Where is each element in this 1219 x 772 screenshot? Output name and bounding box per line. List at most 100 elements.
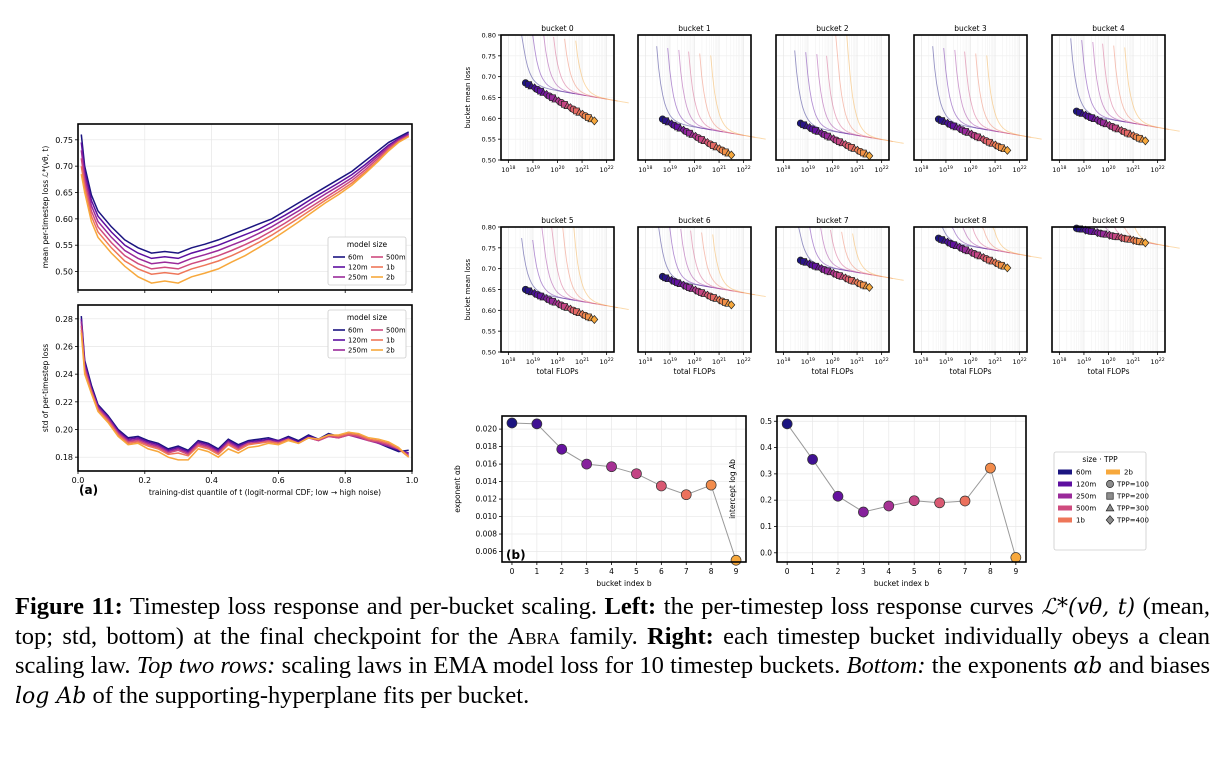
std-loss-chart-ytick-label: 0.22 [55, 398, 73, 407]
mean-loss-chart-series-60m [80, 131, 410, 254]
bucket-panel-8-frontier-2b [992, 226, 1042, 259]
caption-family: Abra [507, 623, 561, 650]
bucket-panel-9-xlabel: total FLOPs [1088, 367, 1130, 376]
mean-loss-chart-series-500m [80, 134, 410, 270]
figure-caption: Figure 11: Timestep loss response and pe… [15, 592, 1210, 711]
bucket-panel-0-xtick-label: 1022 [600, 165, 614, 174]
bucket-panel-6-frontier-250m [680, 228, 734, 292]
size-tpp-legend-marker-triangle [1105, 503, 1115, 512]
bucket-panel-5-ytick-label: 0.50 [482, 349, 496, 357]
bucket-panel-5-frontier-500m [551, 226, 607, 307]
bucket-panel-3-point [1003, 145, 1012, 155]
size-tpp-legend-swatch-60m [1058, 469, 1072, 475]
bucket-panel-5-title: bucket 5 [541, 216, 574, 225]
exponent-chart-xtick-label: 4 [609, 567, 614, 576]
bucket-panel-2-xtick-label: 1019 [801, 165, 815, 174]
size-tpp-legend-label-120m: 120m [1076, 481, 1096, 489]
bucket-panel-0-xtick-label: 1021 [575, 165, 589, 174]
bucket-panel-2-frontier-120m [805, 52, 861, 137]
bucket-panel-3-frontier-60m [932, 46, 988, 131]
exponent-chart-xtick-label: 0 [510, 567, 515, 576]
std-loss-chart-ytick-label: 0.24 [55, 370, 73, 379]
caption-bottom-text-3: of the supporting-hyperplane fits per bu… [92, 682, 530, 709]
size-tpp-legend-label-tpp2: TPP=200 [1116, 493, 1149, 501]
caption-label: Figure 11: [15, 593, 123, 620]
bucket-panel-5-ytick-label: 0.60 [482, 307, 496, 315]
std-loss-chart-ytick-label: 0.18 [55, 453, 73, 462]
bucket-panel-2-frontier-2b [846, 34, 904, 144]
mean-loss-chart-legend-label-500m: 500m [386, 254, 406, 262]
bucket-panel-6-frontier-500m [690, 230, 744, 294]
bucket-panel-0-frontier-250m [543, 35, 597, 98]
bucket-panel-3-frontier-2b [986, 55, 1042, 140]
bucket-panel-5-frontier-250m [541, 226, 597, 305]
exponent-chart-panel-label: (b) [506, 548, 526, 562]
bucket-panel-1-xtick-label: 1022 [737, 165, 751, 174]
std-loss-chart-series-1b [80, 329, 410, 458]
bucket-panel-1-title: bucket 1 [678, 24, 711, 33]
size-tpp-legend-label-1b: 1b [1076, 517, 1085, 525]
mean-loss-chart-ytick-label: 0.60 [55, 215, 73, 224]
bucket-panel-6-xlabel: total FLOPs [674, 367, 716, 376]
std-loss-chart-series-500m [80, 325, 410, 457]
exponent-chart-xtick-label: 3 [584, 567, 589, 576]
bucket-panel-6-frontier-60m [658, 226, 712, 288]
intercept-chart-point [1010, 552, 1022, 563]
bucket-panel-0-ytick-label: 0.50 [482, 157, 496, 165]
exponent-chart-point [556, 443, 568, 455]
bucket-panel-2-xtick-label: 1021 [850, 165, 864, 174]
bucket-panel-8-frontier-1b [981, 226, 1031, 257]
bucket-panel-8-frontier-60m [940, 226, 988, 250]
caption-bottom-math-2: log Ab [15, 684, 87, 709]
intercept-chart-xtick-label: 3 [861, 567, 866, 576]
exponent-chart-xtick-label: 5 [634, 567, 639, 576]
exponent-chart-connector [511, 422, 737, 561]
bucket-panel-0-xtick-label: 1018 [501, 165, 515, 174]
bucket-panel-3-frontier-500m [964, 51, 1020, 136]
caption-bottom-label: Bottom: [846, 652, 926, 679]
bucket-panel-7-frontier-2b [852, 233, 904, 281]
exponent-chart-xtick-label: 9 [734, 567, 739, 576]
intercept-chart-point [858, 506, 869, 518]
bucket-panel-3-title: bucket 3 [954, 24, 987, 33]
intercept-chart-xtick-label: 9 [1013, 567, 1018, 576]
bucket-panel-7-xtick-label: 1020 [825, 357, 839, 366]
bucket-panel-9-xtick-label: 1019 [1077, 357, 1091, 366]
intercept-chart-point [807, 454, 818, 465]
exponent-chart-frame [501, 415, 747, 563]
bucket-panel-3-xtick-label: 1020 [963, 165, 977, 174]
size-tpp-legend-swatch-2b [1106, 469, 1120, 475]
bucket-panel-4-xtick-label: 1021 [1126, 165, 1140, 174]
caption-left-text-2: (mean, top; std, bottom) at the final ch… [15, 593, 1211, 650]
intercept-chart-ytick-label: 0.2 [760, 496, 772, 505]
bucket-panel-1-frontier-2b [710, 55, 766, 140]
bucket-panel-9-xtick-label: 1020 [1101, 357, 1115, 366]
bucket-panel-1-frontier-1b [699, 53, 755, 138]
std-loss-chart-ylabel: std of per-timestep loss [41, 344, 50, 432]
exponent-chart-xtick-label: 2 [559, 567, 564, 576]
exponent-chart-point [705, 479, 717, 491]
caption-right-text: each timestep bucket individually obeys … [15, 623, 1211, 679]
bucket-panel-4-frontier-120m [1081, 40, 1137, 125]
bucket-panel-4-frontier-250m [1092, 41, 1148, 127]
bucket-panel-8-xlabel: total FLOPs [950, 367, 992, 376]
size-tpp-legend-label-tpp1: TPP=100 [1116, 481, 1149, 489]
intercept-chart-ytick-label: 0.3 [760, 469, 772, 478]
exponent-chart-ytick-label: 0.008 [476, 530, 498, 539]
size-tpp-legend-label-500m: 500m [1076, 505, 1096, 513]
mean-loss-chart-series-1b [80, 135, 410, 275]
bucket-panel-5-ytick-label: 0.80 [482, 224, 496, 232]
size-tpp-legend-marker-diamond [1105, 515, 1115, 525]
bucket-panel-9-xtick-label: 1021 [1126, 357, 1140, 366]
caption-rows-label: Top two rows: [136, 652, 276, 679]
exponent-chart-ytick-label: 0.006 [476, 547, 498, 556]
size-tpp-legend-label-2b: 2b [1124, 469, 1133, 477]
bucket-panel-7-frontier-250m [820, 228, 872, 276]
mean-loss-chart-legend-label-120m: 120m [348, 264, 368, 272]
bucket-panel-2-xtick-label: 1022 [875, 165, 889, 174]
bucket-panel-6-xtick-label: 1022 [737, 357, 751, 366]
bucket-panel-6-frontier-120m [669, 227, 723, 290]
bucket-panel-1-point [727, 150, 736, 160]
mean-loss-chart-ytick-label: 0.70 [55, 162, 73, 171]
bucket-panel-6-frontier-1b [701, 232, 755, 296]
